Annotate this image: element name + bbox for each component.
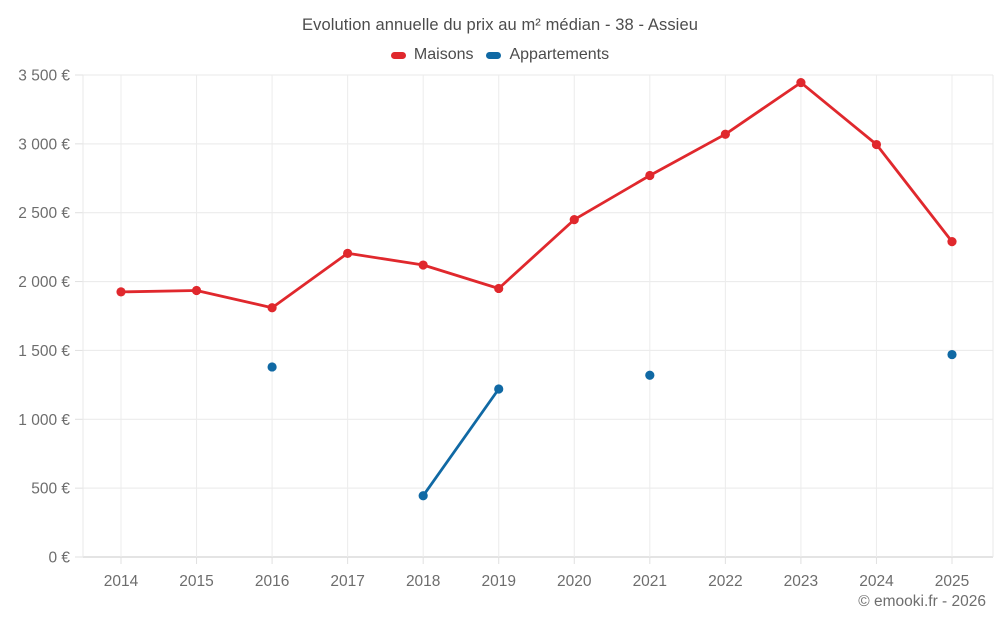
maisons-point-2025 — [947, 237, 957, 247]
legend-item-appartements[interactable]: Appartements — [486, 46, 609, 64]
y-tick-label: 2 500 € — [18, 205, 70, 222]
y-tick-label: 0 € — [48, 550, 70, 567]
maisons-point-2020 — [569, 215, 579, 225]
appartements-point-2025 — [947, 349, 957, 360]
x-tick-label: 2019 — [481, 573, 515, 590]
maisons-point-2022 — [720, 129, 730, 139]
x-tick-label: 2024 — [859, 573, 894, 590]
x-tick-label: 2021 — [633, 573, 667, 590]
x-tick-label: 2018 — [406, 573, 440, 590]
maisons-point-2017 — [343, 248, 353, 258]
copyright-text: © emooki.fr - 2026 — [858, 593, 986, 610]
x-tick-label: 2015 — [179, 573, 213, 590]
legend-label-maisons: Maisons — [413, 46, 474, 63]
x-tick-label: 2017 — [330, 573, 364, 590]
chart-legend: Maisons Appartements — [0, 46, 1000, 64]
chart-title: Evolution annuelle du prix au m² médian … — [301, 16, 698, 34]
maisons-point-2019 — [494, 283, 504, 294]
x-tick-label: 2020 — [557, 573, 592, 590]
maisons-point-2016 — [267, 303, 277, 313]
y-tick-label: 2 000 € — [18, 274, 70, 291]
legend-item-maisons[interactable]: Maisons — [390, 46, 474, 64]
maisons-point-2014 — [116, 287, 126, 297]
y-tick-label: 1 500 € — [18, 343, 70, 360]
maisons-point-2023 — [796, 77, 806, 88]
appartements-series-swatch-icon — [486, 51, 502, 59]
x-tick-label: 2025 — [935, 573, 969, 590]
x-tick-label: 2014 — [104, 573, 139, 590]
y-tick-label: 500 € — [31, 481, 70, 498]
maisons-series-swatch-icon — [390, 51, 406, 59]
maisons-point-2024 — [871, 139, 882, 150]
maisons-point-2015 — [191, 285, 202, 296]
appartements-point-2018 — [418, 491, 428, 501]
appartements-point-2016 — [267, 362, 277, 372]
appartements-line — [423, 355, 952, 496]
x-tick-label: 2022 — [708, 573, 742, 590]
maisons-point-2021 — [645, 170, 655, 181]
x-tick-label: 2023 — [784, 573, 818, 590]
y-tick-label: 3 000 € — [18, 136, 70, 153]
y-tick-label: 1 000 € — [18, 412, 70, 429]
x-tick-label: 2016 — [255, 573, 289, 590]
appartements-point-2019 — [494, 384, 504, 394]
legend-label-appartements: Appartements — [509, 46, 610, 63]
appartements-point-2021 — [645, 370, 655, 380]
maisons-line — [119, 81, 954, 310]
y-tick-label: 3 500 € — [18, 68, 70, 85]
maisons-point-2018 — [418, 260, 428, 270]
